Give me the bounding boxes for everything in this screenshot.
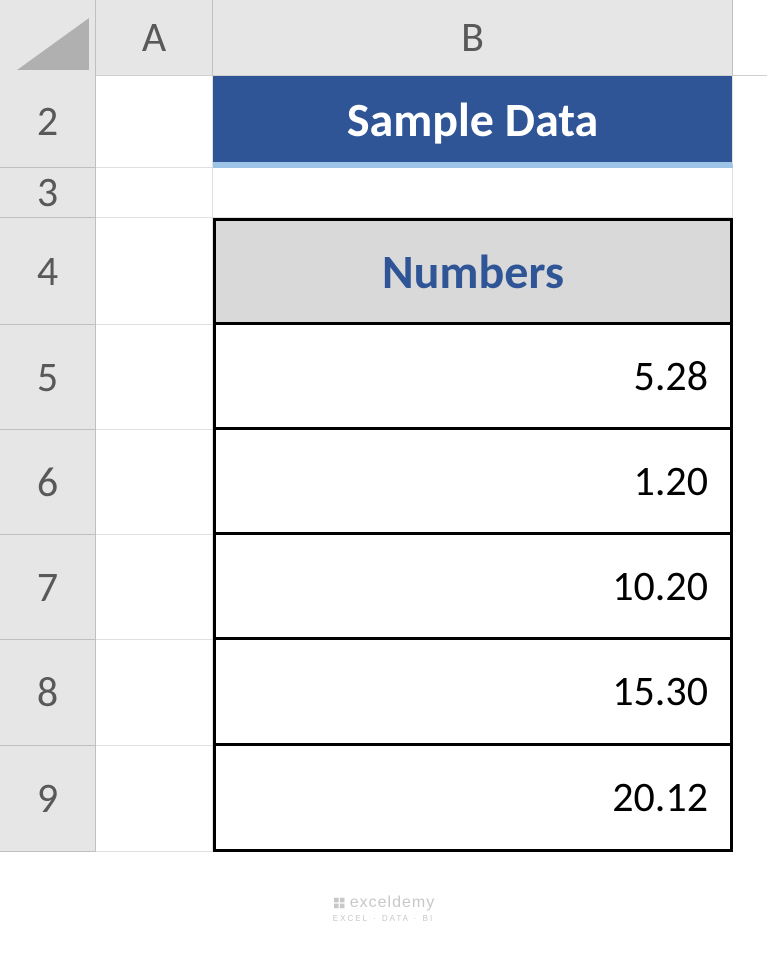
cell-b3[interactable] [213,168,733,218]
row-header-2[interactable]: 2 [0,76,96,168]
cell-a8[interactable] [96,640,213,746]
column-header-row: A B [0,0,767,76]
row-9: 9 20.12 [0,746,767,852]
row-header-8[interactable]: 8 [0,640,96,746]
cell-b6[interactable]: 1.20 [213,430,733,535]
row-4: 4 Numbers [0,218,767,325]
row-header-7[interactable]: 7 [0,535,96,640]
cell-a5[interactable] [96,325,213,430]
cell-b9[interactable]: 20.12 [213,746,733,852]
row-8: 8 15.30 [0,640,767,746]
row-6: 6 1.20 [0,430,767,535]
cell-a6[interactable] [96,430,213,535]
select-all-triangle[interactable] [0,0,96,76]
row-7: 7 10.20 [0,535,767,640]
cell-b5[interactable]: 5.28 [213,325,733,430]
cell-b4-header[interactable]: Numbers [213,218,733,325]
cell-a3[interactable] [96,168,213,218]
row-header-5[interactable]: 5 [0,325,96,430]
spreadsheet-grid: A B 2 Sample Data 3 4 Numbers 5 5.28 6 1… [0,0,767,953]
row-2: 2 Sample Data [0,76,767,168]
cell-b8[interactable]: 15.30 [213,640,733,746]
cell-a7[interactable] [96,535,213,640]
cell-b2-title[interactable]: Sample Data [213,76,733,168]
row-5: 5 5.28 [0,325,767,430]
cell-b7[interactable]: 10.20 [213,535,733,640]
cell-a4[interactable] [96,218,213,325]
column-header-a[interactable]: A [96,0,213,75]
cell-a9[interactable] [96,746,213,852]
row-header-3[interactable]: 3 [0,168,96,218]
row-header-9[interactable]: 9 [0,746,96,852]
cell-a2[interactable] [96,76,213,168]
row-3: 3 [0,168,767,218]
row-header-6[interactable]: 6 [0,430,96,535]
column-header-b[interactable]: B [213,0,733,75]
row-header-4[interactable]: 4 [0,218,96,325]
